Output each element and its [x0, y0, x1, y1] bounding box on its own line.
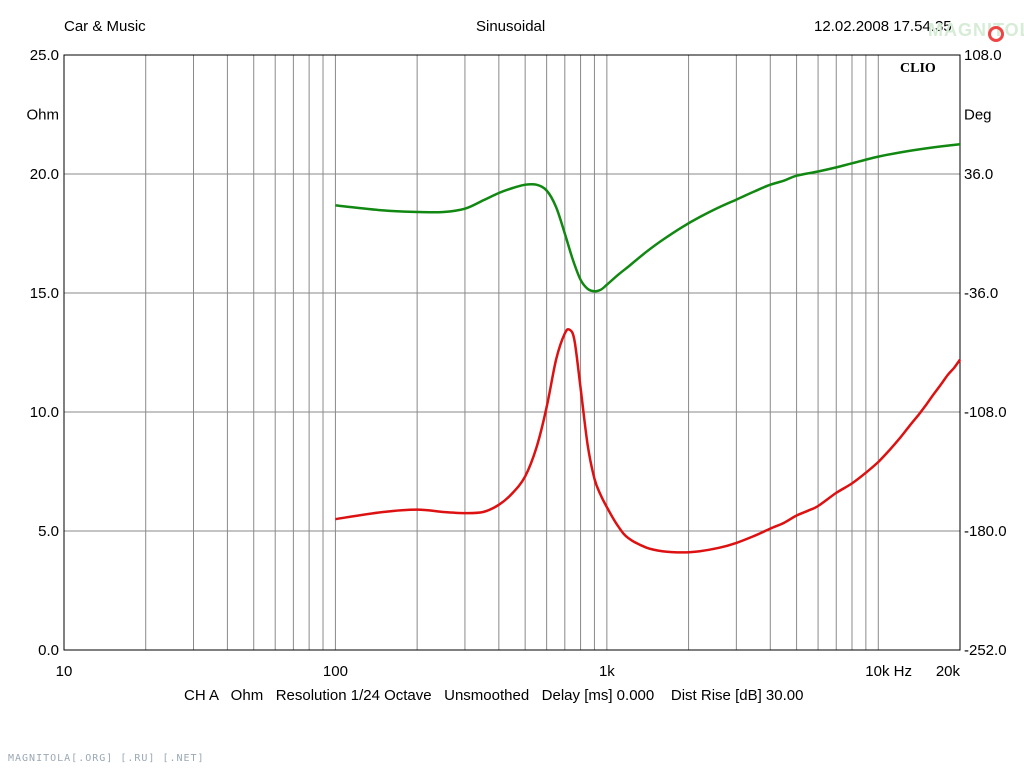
y-left-tick-label: 10.0 — [30, 404, 59, 421]
watermark-logo-icon — [988, 26, 1004, 42]
chart-curves — [335, 143, 962, 554]
x-tick-label: 20k — [936, 663, 961, 680]
y-left-tick-label: 5.0 — [38, 523, 59, 540]
x-tick-label: 10k Hz — [865, 663, 912, 680]
x-tick-label: 1k — [599, 663, 615, 680]
y-left-tick-label: 15.0 — [30, 285, 59, 302]
header-measurement-type: Sinusoidal — [476, 18, 546, 35]
y-right-axis-label: Deg — [964, 107, 992, 124]
clio-brand: CLIO — [900, 61, 936, 76]
watermark-bottom: MAGNITOLA[.ORG] [.RU] [.NET] — [8, 753, 205, 764]
chart-grid — [64, 55, 960, 650]
y-right-tick-label: 108.0 — [964, 47, 1002, 64]
y-left-axis-label: Ohm — [26, 107, 59, 124]
y-left-tick-label: 25.0 — [30, 47, 59, 64]
y-right-tick-label: -108.0 — [964, 404, 1007, 421]
header-left-title: Car & Music — [64, 18, 146, 35]
x-tick-label: 100 — [323, 663, 348, 680]
y-right-tick-label: -252.0 — [964, 642, 1007, 659]
y-right-tick-label: -36.0 — [964, 285, 998, 302]
y-left-tick-label: 20.0 — [30, 166, 59, 183]
header-timestamp: 12.02.2008 17.54.35 — [814, 18, 952, 35]
y-right-tick-label: -180.0 — [964, 523, 1007, 540]
chart-labels: 0.0 5.0 10.0 15.0 20.0 25.0 -252.0 -180.0 -108.0… — [26, 47, 1006, 680]
y-left-tick-label: 0.0 — [38, 642, 59, 659]
series-line-impedance — [335, 327, 962, 554]
plot-frame — [63, 54, 961, 651]
series-line-phase — [335, 143, 961, 293]
x-tick-label: 10 — [56, 663, 73, 680]
y-right-tick-label: 36.0 — [964, 166, 993, 183]
footer-settings: CH A Ohm Resolution 1/24 Octave Unsmooth… — [184, 687, 804, 704]
